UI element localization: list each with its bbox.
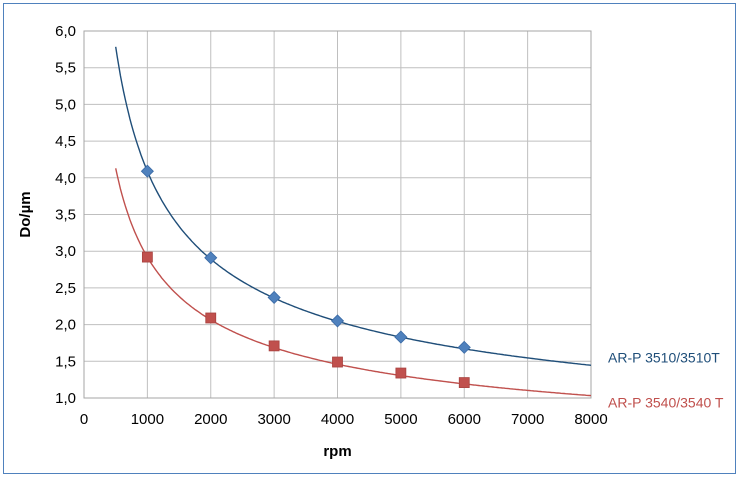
data-point-square [458, 377, 470, 388]
y-tick-label: 2,0 [55, 317, 76, 334]
data-point-square [268, 340, 280, 352]
data-point-square [395, 367, 407, 379]
y-tick-label: 4,5 [55, 133, 76, 150]
y-tick-label: 2,5 [55, 280, 76, 297]
data-point-diamond [204, 251, 218, 265]
y-tick-label: 6,0 [55, 23, 76, 40]
x-tick-label: 3000 [257, 411, 290, 428]
series-label: AR-P 3540/3540 T [608, 395, 724, 411]
data-point-square [141, 251, 153, 263]
grid [83, 30, 592, 399]
data-point-diamond [140, 164, 154, 178]
y-axis-title: Do/µm [17, 191, 34, 237]
x-tick-label: 0 [80, 411, 88, 428]
series-label: AR-P 3510/3510T [608, 349, 720, 365]
x-tick-label: 8000 [574, 411, 607, 428]
data-point-diamond [394, 330, 408, 344]
series-line [115, 168, 592, 397]
y-tick-label: 4,0 [55, 170, 76, 187]
x-tick-label: 7000 [511, 411, 544, 428]
data-point-diamond [457, 340, 471, 354]
chart-svg: 1,0 1,5 2,0 2,5 3,0 3,5 4,0 4,5 5,0 5,5 6,0 0 1000 20… [17, 23, 724, 460]
y-tick-label: 1,0 [55, 390, 76, 407]
tick-labels: 1,0 1,5 2,0 2,5 3,0 3,5 4,0 4,5 5,0 5,5 6,0 0 1000 20… [55, 23, 608, 428]
data-point-diamond [330, 314, 345, 328]
y-tick-label: 1,5 [55, 353, 76, 370]
x-tick-label: 6000 [448, 411, 481, 428]
data-point-diamond [267, 290, 281, 305]
data-point-square [332, 356, 343, 368]
y-tick-label: 3,0 [55, 243, 76, 260]
y-tick-label: 5,0 [55, 96, 76, 113]
x-tick-label: 4000 [321, 411, 354, 428]
x-tick-label: 2000 [194, 411, 227, 428]
chart-frame: 1,0 1,5 2,0 2,5 3,0 3,5 4,0 4,5 5,0 5,5 6,0 0 1000 20… [3, 3, 736, 474]
series-line [115, 46, 592, 366]
y-tick-label: 5,5 [55, 60, 76, 77]
plot-area-border [83, 30, 592, 399]
series-labels: AR-P 3510/3510T AR-P 3540/3540 T [608, 349, 724, 410]
series-layer [115, 46, 592, 397]
data-point-square [205, 312, 217, 324]
x-tick-label: 1000 [131, 411, 164, 428]
y-tick-label: 3,5 [55, 207, 76, 224]
x-axis-title: rpm [323, 443, 351, 460]
x-tick-label: 5000 [384, 411, 417, 428]
